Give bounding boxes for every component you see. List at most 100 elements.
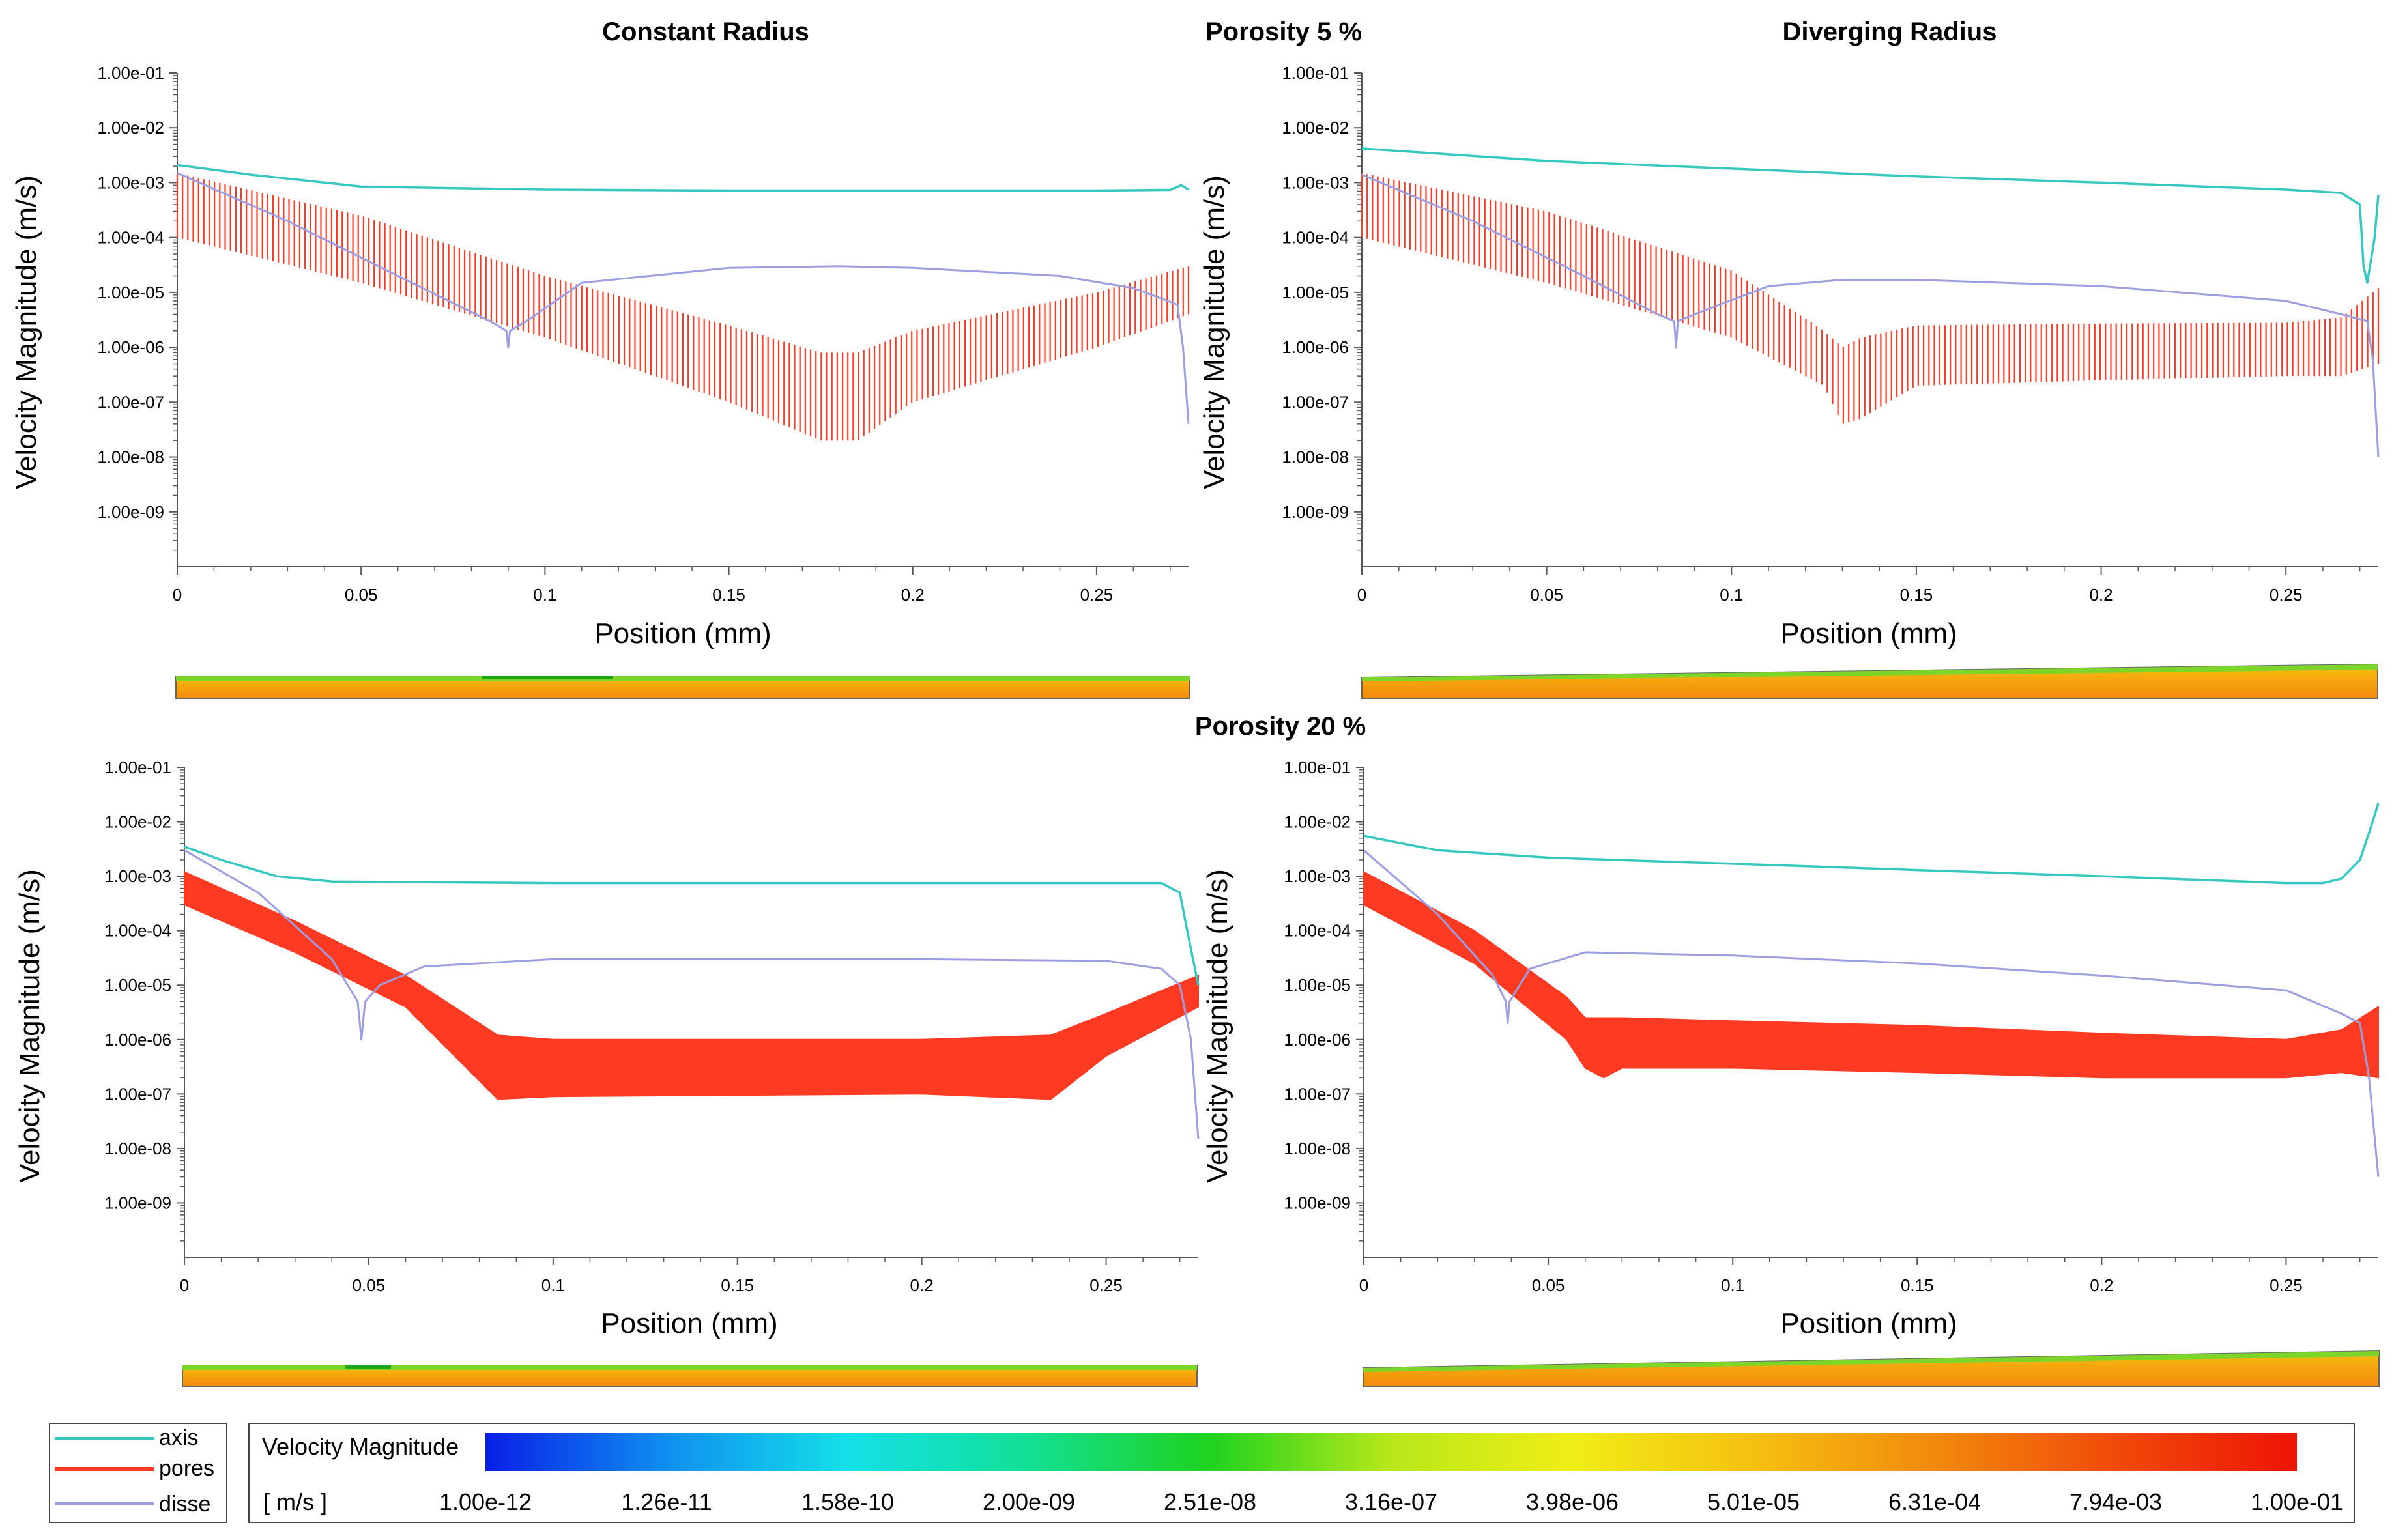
x-tick-label: 0.1 <box>533 585 556 605</box>
x-tick-label: 0.25 <box>1080 585 1114 605</box>
y-tick-label: 1.00e-08 <box>97 448 164 467</box>
x-axis-label: Position (mm) <box>1780 1307 1957 1339</box>
y-tick-label: 1.00e-05 <box>1284 975 1351 995</box>
colorbar-tick-label: 1.00e-01 <box>2251 1489 2343 1515</box>
y-tick-label: 1.00e-05 <box>97 283 164 302</box>
colorbar-tick-label: 1.00e-12 <box>439 1489 532 1515</box>
y-tick-label: 1.00e-09 <box>1282 502 1349 522</box>
colorbar-tick-label: 2.51e-08 <box>1164 1489 1256 1515</box>
x-tick-label: 0.2 <box>2089 585 2113 605</box>
y-tick-label: 1.00e-06 <box>1284 1030 1351 1049</box>
series-axis <box>184 846 1200 986</box>
plot-constant-radius-porosity-5: 1.00e-01 1.00e-02 1.00e-03 1.00e-04 1.00e-05… <box>10 63 1190 649</box>
header-porosity-5: Porosity 5 % <box>1205 18 1362 46</box>
series-pores <box>176 173 1190 441</box>
series-group <box>184 846 1200 1139</box>
y-tick-label: 1.00e-03 <box>104 866 171 886</box>
legend-label-axis: axis <box>159 1425 198 1450</box>
y-tick-label: 1.00e-02 <box>97 118 164 137</box>
x-tick-label: 0.25 <box>1089 1276 1123 1295</box>
axes: 1.00e-01 1.00e-02 1.00e-03 1.00e-04 1.00e-05… <box>1282 63 2378 605</box>
pores-band <box>184 870 1199 1100</box>
axes: 1.00e-01 1.00e-02 1.00e-03 1.00e-04 1.00e-05… <box>1284 758 2378 1295</box>
y-tick-label: 1.00e-02 <box>1284 812 1351 832</box>
colorbar-tick-label: 1.26e-11 <box>621 1489 712 1515</box>
x-tick-label: 0.1 <box>541 1276 565 1295</box>
series-disse <box>184 849 1200 1139</box>
y-tick-label: 1.00e-07 <box>104 1084 171 1104</box>
legend-label-disse: disse <box>159 1492 210 1517</box>
y-tick-label: 1.00e-03 <box>1284 866 1351 886</box>
y-tick-label: 1.00e-08 <box>104 1139 171 1158</box>
x-axis-label: Position (mm) <box>1780 618 1957 649</box>
x-tick-label: 0.25 <box>2270 585 2303 605</box>
series-disse <box>1363 849 2380 1177</box>
header-porosity-20: Porosity 20 % <box>1195 712 1366 741</box>
y-tick-label: 1.00e-06 <box>1282 337 1349 357</box>
y-tick-label: 1.00e-01 <box>1284 758 1351 777</box>
x-tick-label: 0.1 <box>1721 1276 1744 1295</box>
x-tick-label: 0.15 <box>712 585 745 605</box>
y-tick-label: 1.00e-07 <box>1284 1084 1351 1104</box>
y-tick-label: 1.00e-08 <box>1282 448 1349 467</box>
contour-strip-constant-radius-top <box>175 676 1190 699</box>
y-tick-label: 1.00e-04 <box>97 228 164 248</box>
legend-label-pores: pores <box>159 1456 214 1481</box>
y-tick-label: 1.00e-09 <box>104 1193 171 1212</box>
colorbar-title: Velocity Magnitude <box>262 1433 459 1460</box>
x-tick-label: 0.05 <box>1532 1276 1565 1295</box>
y-tick-label: 1.00e-04 <box>1282 228 1349 248</box>
series-legend: axis pores disse <box>49 1423 227 1523</box>
y-tick-label: 1.00e-06 <box>104 1030 171 1049</box>
pores-oscillation <box>176 173 1190 441</box>
x-tick-label: 0 <box>173 585 182 605</box>
y-tick-label: 1.00e-09 <box>97 502 164 522</box>
y-tick-label: 1.00e-03 <box>1282 173 1349 192</box>
y-tick-label: 1.00e-09 <box>1284 1193 1351 1212</box>
colorbar-tick-label: 3.16e-07 <box>1345 1489 1437 1515</box>
y-axis-label: Velocity Magnitude (m/s) <box>1202 869 1233 1183</box>
contour-strip-constant-radius-bottom <box>182 1365 1198 1387</box>
y-tick-label: 1.00e-01 <box>97 63 164 83</box>
x-tick-label: 0.2 <box>2090 1276 2113 1295</box>
y-tick-label: 1.00e-05 <box>104 975 171 995</box>
colorbar-tick-label: 1.58e-10 <box>801 1489 894 1515</box>
y-tick-label: 1.00e-02 <box>104 812 171 832</box>
colorbar-gradient <box>485 1433 2297 1471</box>
y-tick-label: 1.00e-01 <box>104 758 171 777</box>
y-tick-label: 1.00e-04 <box>104 921 171 941</box>
x-tick-label: 0 <box>180 1276 189 1295</box>
y-tick-label: 1.00e-07 <box>97 392 164 412</box>
y-tick-label: 1.00e-05 <box>1282 283 1349 302</box>
axes: 1.00e-01 1.00e-02 1.00e-03 1.00e-04 1.00e-05… <box>97 63 1189 605</box>
x-tick-label: 0 <box>1359 1276 1368 1295</box>
series-axis <box>1363 803 2380 885</box>
y-tick-label: 1.00e-07 <box>1282 392 1349 412</box>
plot-diverging-radius-porosity-5: 1.00e-01 1.00e-02 1.00e-03 1.00e-04 1.00e-05… <box>1198 63 2380 649</box>
series-group <box>176 164 1190 441</box>
pores-oscillation <box>1361 173 2380 424</box>
series-axis <box>1361 147 2380 284</box>
y-tick-label: 1.00e-06 <box>97 337 164 357</box>
y-axis-label: Velocity Magnitude (m/s) <box>10 175 42 489</box>
colorbar-tick-label: 6.31e-04 <box>1888 1489 1981 1515</box>
x-tick-label: 0.2 <box>901 585 925 605</box>
y-axis-label: Velocity Magnitude (m/s) <box>1198 175 1230 489</box>
series-pores <box>184 870 1199 1100</box>
series-pores <box>1363 870 2379 1079</box>
x-tick-label: 0.15 <box>721 1276 754 1295</box>
colorbar-tick-label: 7.94e-03 <box>2070 1489 2162 1515</box>
header-diverging-radius: Diverging Radius <box>1783 18 1997 46</box>
axes: 1.00e-01 1.00e-02 1.00e-03 1.00e-04 1.00e-05… <box>104 758 1198 1295</box>
colorbar-tick-label: 3.98e-06 <box>1526 1489 1619 1515</box>
colorbar-units: [ m/s ] <box>263 1489 327 1515</box>
y-tick-label: 1.00e-08 <box>1284 1139 1351 1158</box>
y-tick-label: 1.00e-02 <box>1282 118 1349 137</box>
colorbar-tick-label: 5.01e-05 <box>1707 1489 1800 1515</box>
y-tick-label: 1.00e-03 <box>97 173 164 192</box>
x-tick-label: 0.15 <box>1900 585 1933 605</box>
series-group <box>1361 147 2380 457</box>
x-tick-label: 0.05 <box>353 1276 386 1295</box>
